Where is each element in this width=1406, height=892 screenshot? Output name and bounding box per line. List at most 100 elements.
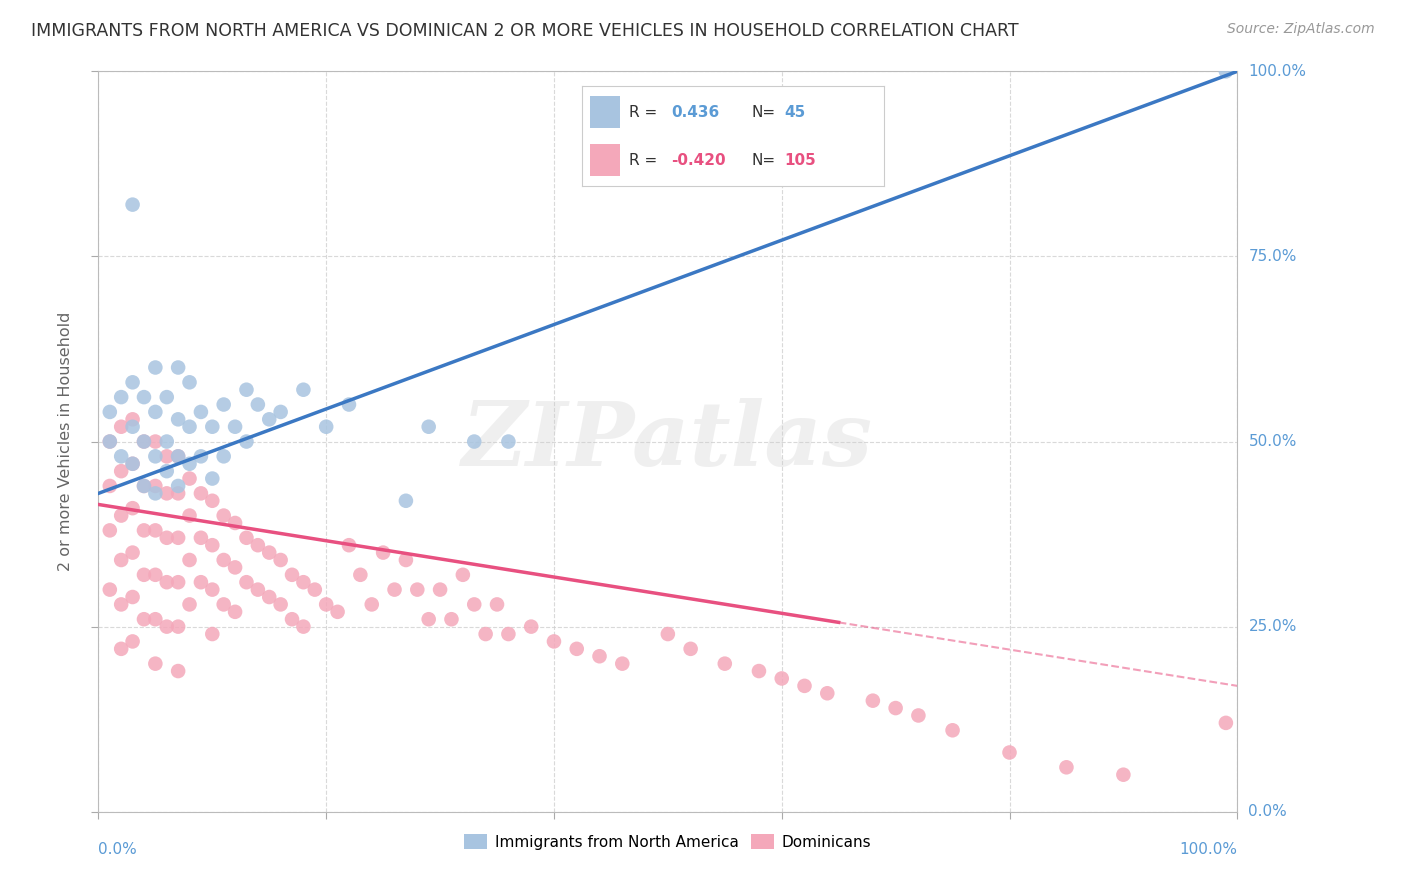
Point: [156, 450, 179, 464]
Point: [714, 657, 737, 671]
Point: [156, 434, 179, 449]
Point: [235, 434, 257, 449]
Point: [179, 598, 201, 612]
Text: ZIPatlas: ZIPatlas: [463, 399, 873, 484]
Point: [110, 598, 132, 612]
Point: [679, 641, 702, 656]
Point: [235, 575, 257, 590]
Point: [156, 531, 179, 545]
Text: 50.0%: 50.0%: [1249, 434, 1296, 449]
Point: [201, 538, 224, 552]
Point: [167, 479, 190, 493]
Point: [98, 434, 121, 449]
Point: [132, 479, 155, 493]
Point: [292, 619, 315, 633]
Point: [884, 701, 907, 715]
Point: [167, 450, 190, 464]
Point: [1054, 760, 1078, 774]
Point: [565, 641, 588, 656]
Point: [815, 686, 838, 700]
Point: [235, 383, 257, 397]
Point: [371, 546, 394, 560]
Point: [110, 464, 132, 478]
Point: [121, 457, 143, 471]
Point: [292, 575, 315, 590]
Point: [121, 457, 143, 471]
Point: [167, 619, 190, 633]
Text: 0.0%: 0.0%: [98, 842, 138, 857]
Point: [212, 553, 235, 567]
Point: [121, 590, 143, 604]
Point: [224, 516, 246, 530]
Point: [145, 479, 167, 493]
Point: [167, 664, 190, 678]
Point: [110, 508, 132, 523]
Point: [212, 508, 235, 523]
Point: [418, 612, 440, 626]
Point: [270, 598, 292, 612]
Point: [179, 471, 201, 485]
Point: [132, 567, 155, 582]
Point: [156, 486, 179, 500]
Point: [326, 605, 349, 619]
Point: [145, 612, 167, 626]
Text: IMMIGRANTS FROM NORTH AMERICA VS DOMINICAN 2 OR MORE VEHICLES IN HOUSEHOLD CORRE: IMMIGRANTS FROM NORTH AMERICA VS DOMINIC…: [31, 22, 1018, 40]
Point: [451, 567, 474, 582]
Point: [145, 450, 167, 464]
Point: [406, 582, 429, 597]
Point: [588, 649, 610, 664]
Point: [212, 598, 235, 612]
Point: [201, 471, 224, 485]
Point: [190, 531, 212, 545]
Point: [201, 627, 224, 641]
Point: [110, 450, 132, 464]
Point: [190, 405, 212, 419]
Point: [612, 657, 634, 671]
Point: [463, 598, 485, 612]
Point: [156, 575, 179, 590]
Point: [998, 746, 1021, 760]
Point: [486, 598, 509, 612]
Text: 100.0%: 100.0%: [1180, 842, 1237, 857]
Point: [167, 575, 190, 590]
Text: 100.0%: 100.0%: [1249, 64, 1306, 78]
Legend: Immigrants from North America, Dominicans: Immigrants from North America, Dominican…: [458, 828, 877, 856]
Point: [98, 524, 121, 538]
Point: [1215, 715, 1237, 730]
Point: [315, 419, 337, 434]
Point: [121, 419, 143, 434]
Point: [315, 598, 337, 612]
Point: [770, 672, 793, 686]
Point: [212, 398, 235, 412]
Point: [270, 553, 292, 567]
Point: [418, 419, 440, 434]
Text: 75.0%: 75.0%: [1249, 249, 1296, 264]
Point: [292, 383, 315, 397]
Point: [121, 412, 143, 426]
Point: [190, 486, 212, 500]
Point: [156, 464, 179, 478]
Point: [259, 590, 281, 604]
Point: [190, 575, 212, 590]
Point: [132, 524, 155, 538]
Point: [167, 486, 190, 500]
Point: [98, 405, 121, 419]
Point: [270, 405, 292, 419]
Point: [179, 553, 201, 567]
Point: [179, 419, 201, 434]
Point: [121, 376, 143, 390]
Point: [190, 450, 212, 464]
Point: [384, 582, 406, 597]
Point: [145, 567, 167, 582]
Point: [498, 627, 520, 641]
Point: [907, 708, 929, 723]
Point: [132, 434, 155, 449]
Point: [110, 553, 132, 567]
Point: [201, 493, 224, 508]
Point: [121, 634, 143, 648]
Point: [440, 612, 463, 626]
Point: [463, 434, 485, 449]
Point: [862, 694, 884, 708]
Point: [246, 582, 269, 597]
Point: [132, 434, 155, 449]
